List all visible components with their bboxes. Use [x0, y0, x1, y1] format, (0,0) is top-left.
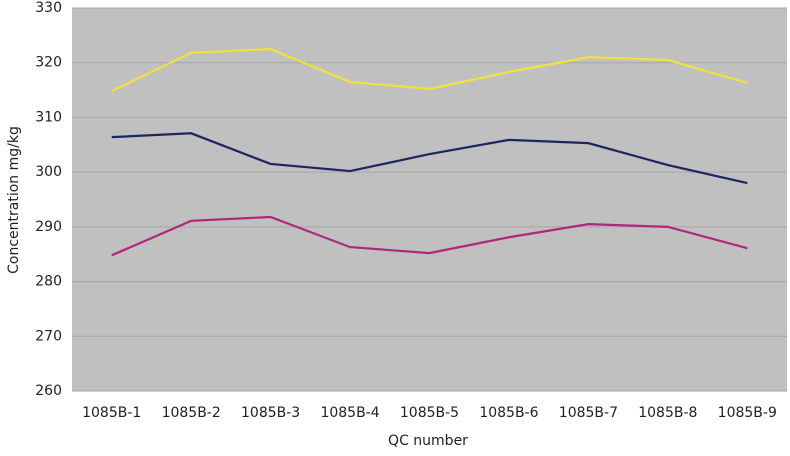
plot-area	[72, 8, 787, 391]
x-tick-label: 1085B-4	[320, 405, 379, 421]
x-tick-label: 1085B-9	[718, 405, 777, 421]
x-tick-label: 1085B-1	[82, 405, 141, 421]
x-tick-label: 1085B-2	[162, 405, 221, 421]
x-tick-label: 1085B-8	[638, 405, 697, 421]
y-tick-label: 290	[35, 219, 62, 235]
x-tick-label: 1085B-5	[400, 405, 459, 421]
y-axis-title: Concentration mg/kg	[6, 126, 22, 274]
y-tick-label: 260	[35, 383, 62, 399]
y-tick-label: 330	[35, 0, 62, 16]
line-series	[111, 215, 748, 257]
x-tick-label: 1085B-6	[479, 405, 538, 421]
y-tick-label: 280	[35, 274, 62, 290]
x-tick-label: 1085B-7	[559, 405, 618, 421]
y-tick-label: 300	[35, 164, 62, 180]
y-tick-label: 320	[35, 55, 62, 71]
x-tick-label: 1085B-3	[241, 405, 300, 421]
line-series	[111, 132, 748, 185]
line-series	[111, 47, 748, 93]
x-axis-title: QC number	[388, 433, 468, 449]
y-tick-label: 270	[35, 328, 62, 344]
y-tick-label: 310	[35, 109, 62, 125]
